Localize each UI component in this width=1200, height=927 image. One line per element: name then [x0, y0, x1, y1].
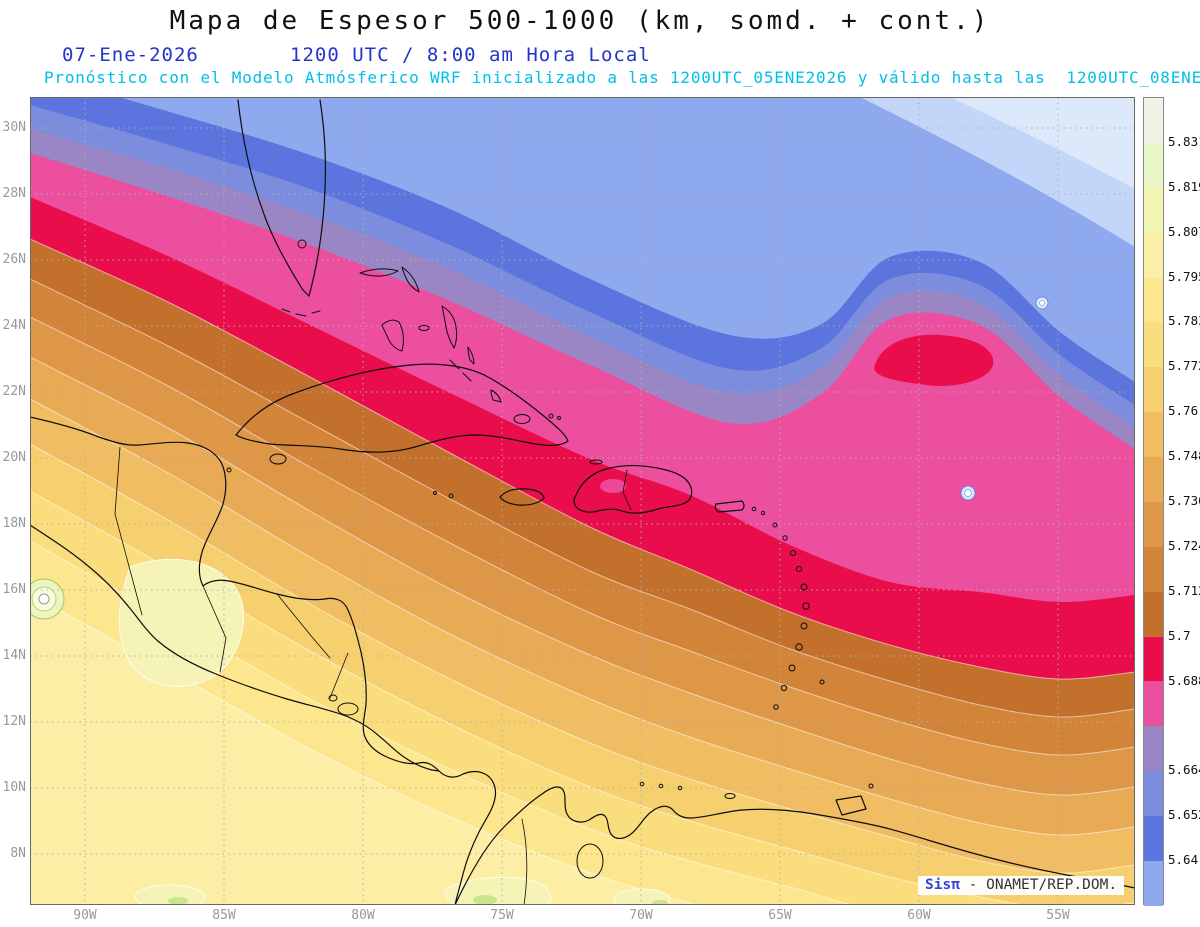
jamaica-coast: [499, 488, 545, 506]
red-anomaly-blob: [874, 334, 994, 386]
colorbar-tick-label: 5.7: [1168, 627, 1191, 643]
lat-tick-label: 30N: [2, 120, 26, 135]
lat-tick-label: 22N: [2, 384, 26, 399]
colorbar-tick-label: 5.795: [1168, 268, 1200, 284]
cold-rings-ne: [1035, 296, 1049, 310]
thin-contour-line: [30, 316, 1135, 756]
trinidad-coast: [835, 795, 867, 816]
lat-tick-label: 18N: [2, 516, 26, 531]
thin-contour-line: [30, 356, 1135, 796]
lon-tick-label: 85W: [212, 908, 236, 923]
watermark-text: [960, 877, 969, 893]
colorbar-segment: [1144, 726, 1163, 772]
colorbar-segment: [1144, 816, 1163, 861]
colorbar-segment: [1144, 860, 1163, 906]
colorbar: [1143, 97, 1164, 906]
colorbar-tick-label: 5.712: [1168, 582, 1200, 598]
colorbar-segment: [1144, 412, 1163, 457]
colorbar-tick-label: 5.783: [1168, 313, 1200, 329]
colorbar-segment: [1144, 322, 1163, 368]
hispaniola-coast: [573, 465, 693, 514]
lat-tick-label: 8N: [10, 846, 26, 861]
thin-contour-line: [30, 238, 1135, 680]
cold-rings-east: [960, 485, 976, 501]
colorbar-tick-label: 5.724: [1168, 537, 1200, 553]
colorbar-tick-label: 5.772: [1168, 358, 1200, 374]
puerto-rico-coast: [714, 500, 745, 513]
lesser-antilles: [751, 506, 825, 710]
lat-tick-label: 26N: [2, 252, 26, 267]
contour-band: [30, 594, 1135, 905]
valid-date: 07-Ene-2026: [62, 44, 199, 66]
colorbar-tick-label: 5.76: [1168, 403, 1199, 419]
lon-tick-label: 70W: [629, 908, 653, 923]
colorbar-segment: [1144, 636, 1163, 682]
watermark: Sisπ - ONAMET/REP.DOM.: [918, 876, 1125, 895]
lat-tick-label: 24N: [2, 318, 26, 333]
colorbar-segment: [1144, 187, 1163, 233]
colorbar-segment: [1144, 142, 1163, 188]
colorbar-tick-label: 5.748: [1168, 448, 1200, 464]
florida-coast: [237, 99, 310, 297]
lon-tick-label: 75W: [490, 908, 514, 923]
colorbar-tick-label: 5.688: [1168, 672, 1200, 688]
lon-tick-label: 60W: [907, 908, 931, 923]
lon-tick-label: 90W: [73, 908, 97, 923]
colorbar-segment: [1144, 546, 1163, 592]
colorbar-segment: [1144, 681, 1163, 727]
lon-tick-label: 55W: [1046, 908, 1070, 923]
colorbar-segment: [1144, 501, 1163, 547]
colorbar-tick-label: 5.831: [1168, 133, 1200, 149]
thin-contour-line: [30, 443, 1135, 874]
colorbar-tick-label: 5.819: [1168, 178, 1200, 194]
contour-features: [30, 97, 1135, 905]
lat-tick-label: 28N: [2, 186, 26, 201]
colorbar-segment: [1144, 277, 1163, 323]
lat-tick-label: 14N: [2, 648, 26, 663]
colorbar-segment: [1144, 771, 1163, 816]
colorbar-segment: [1144, 98, 1163, 143]
thickness-map: [30, 97, 1135, 905]
colorbar-segment: [1144, 457, 1163, 502]
lat-tick-label: 10N: [2, 780, 26, 795]
colorbar-segment: [1144, 591, 1163, 637]
cuba-coast: [235, 363, 569, 453]
central-america-pacific-coast: [30, 524, 440, 772]
colorbar-tick-label: 5.64: [1168, 852, 1199, 868]
bahamas-coast: [359, 266, 561, 424]
south-america-coast: [454, 786, 1135, 905]
lat-tick-label: 20N: [2, 450, 26, 465]
colorbar-segment: [1144, 232, 1163, 278]
map-canvas: Sisπ - ONAMET/REP.DOM.: [30, 97, 1135, 905]
thin-contour-line: [30, 278, 1135, 718]
forecast-note: Pronóstico con el Modelo Atmósferico WRF…: [44, 68, 1200, 87]
valid-time: 1200 UTC / 8:00 am Hora Local: [290, 44, 651, 66]
colorbar-tick-label: 5.807: [1168, 223, 1200, 239]
page-title: Mapa de Espesor 500-1000 (km, somd. + co…: [169, 6, 991, 36]
colorbar-tick-label: 5.652: [1168, 807, 1200, 823]
colorbar-segment: [1144, 367, 1163, 413]
colorbar-tick-label: 5.664: [1168, 762, 1200, 778]
coastlines: [30, 99, 1135, 905]
country-borders: [114, 446, 349, 699]
lat-tick-label: 16N: [2, 582, 26, 597]
lon-tick-label: 80W: [351, 908, 375, 923]
lon-tick-label: 65W: [768, 908, 792, 923]
central-america-caribbean-coast: [30, 416, 497, 905]
low-center-rings-sw: [30, 578, 65, 620]
map-frame: [30, 97, 1135, 905]
lat-tick-label: 12N: [2, 714, 26, 729]
watermark-brand: Sisπ: [925, 877, 960, 893]
colorbar-tick-label: 5.736: [1168, 493, 1200, 508]
